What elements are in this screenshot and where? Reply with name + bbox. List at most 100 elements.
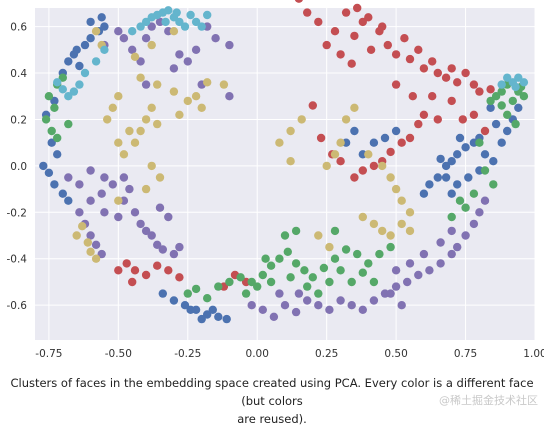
scatter-point bbox=[453, 242, 462, 252]
scatter-point bbox=[369, 277, 379, 287]
scatter-point bbox=[336, 296, 345, 305]
scatter-point bbox=[44, 168, 54, 177]
scatter-point bbox=[130, 52, 140, 61]
scatter-point bbox=[453, 180, 462, 189]
scatter-point bbox=[336, 157, 345, 166]
scatter-point bbox=[164, 212, 173, 222]
scatter-point bbox=[455, 133, 465, 143]
scatter-point bbox=[169, 296, 179, 305]
scatter-point bbox=[80, 68, 90, 78]
scatter-point bbox=[397, 196, 406, 205]
scatter-point bbox=[197, 314, 206, 324]
scatter-point bbox=[330, 226, 340, 236]
scatter-point bbox=[155, 203, 165, 212]
scatter-point bbox=[147, 231, 156, 240]
scatter-point bbox=[447, 249, 456, 259]
scatter-point bbox=[341, 115, 351, 124]
scatter-point bbox=[461, 68, 470, 78]
scatter-point bbox=[425, 180, 434, 189]
x-tick-label: 0.25 bbox=[315, 348, 338, 360]
scatter-point bbox=[461, 143, 470, 152]
scatter-point bbox=[303, 8, 312, 17]
scatter-point bbox=[53, 150, 62, 159]
scatter-point bbox=[266, 261, 276, 270]
scatter-point bbox=[347, 277, 356, 287]
scatter-point bbox=[330, 27, 340, 36]
scatter-point bbox=[225, 92, 234, 101]
scatter-point bbox=[369, 161, 379, 171]
scatter-point bbox=[414, 45, 423, 54]
scatter-point bbox=[447, 212, 456, 222]
scatter-point bbox=[397, 219, 406, 229]
caption-line-2: are reused). bbox=[237, 412, 307, 426]
x-tick-label: 0.00 bbox=[246, 348, 269, 360]
scatter-point bbox=[336, 138, 345, 147]
scatter-point bbox=[419, 110, 429, 120]
scatter-point bbox=[172, 8, 181, 17]
scatter-point bbox=[291, 226, 301, 236]
chart-svg: -0.75 -0.50 -0.25 0.00 0.25 0.50 0.75 1.00 0.60… bbox=[7, 0, 544, 360]
scatter-point bbox=[169, 87, 179, 96]
scatter-point bbox=[191, 45, 201, 54]
scatter-point bbox=[503, 126, 512, 136]
scatter-point bbox=[72, 231, 81, 240]
watermark: @稀土掘金技术社区 bbox=[439, 394, 538, 407]
scatter-point bbox=[366, 45, 376, 54]
scatter-point bbox=[186, 10, 195, 20]
scatter-point bbox=[91, 27, 101, 36]
x-tick-label: -0.50 bbox=[105, 348, 132, 360]
scatter-point bbox=[269, 312, 279, 321]
scatter-point bbox=[358, 268, 367, 277]
scatter-point bbox=[497, 80, 506, 89]
scatter-point bbox=[175, 110, 184, 120]
scatter-point bbox=[330, 150, 340, 159]
scatter-point bbox=[308, 101, 317, 110]
scatter-point bbox=[508, 96, 517, 106]
scatter-point bbox=[447, 226, 456, 236]
scatter-point bbox=[236, 273, 245, 282]
scatter-point bbox=[469, 219, 479, 229]
scatter-point bbox=[347, 301, 356, 310]
scatter-point bbox=[453, 150, 462, 159]
scatter-point bbox=[436, 259, 445, 268]
scatter-point bbox=[175, 273, 184, 282]
scatter-point bbox=[130, 138, 140, 147]
scatter-point bbox=[58, 85, 67, 94]
scatter-point bbox=[64, 119, 73, 129]
caption-line-1: Clusters of faces in the embedding space… bbox=[10, 376, 534, 408]
scatter-point bbox=[314, 301, 323, 310]
scatter-point bbox=[125, 184, 134, 194]
scatter-point bbox=[128, 277, 137, 287]
scatter-point bbox=[203, 310, 212, 319]
scatter-point bbox=[64, 173, 73, 182]
scatter-point bbox=[141, 115, 151, 124]
scatter-point bbox=[39, 161, 48, 171]
scatter-point bbox=[119, 150, 129, 159]
x-axis-ticks: -0.75 -0.50 -0.25 0.00 0.25 0.50 0.75 1.00 bbox=[35, 348, 544, 360]
scatter-point bbox=[436, 154, 445, 164]
scatter-point bbox=[266, 277, 276, 287]
scatter-point bbox=[391, 266, 401, 275]
scatter-point bbox=[341, 245, 351, 254]
scatter-point bbox=[480, 150, 490, 159]
scatter-point bbox=[441, 173, 451, 182]
scatter-point bbox=[147, 161, 156, 171]
scatter-point bbox=[164, 266, 173, 275]
scatter-point bbox=[369, 296, 379, 305]
scatter-point bbox=[386, 173, 395, 182]
scatter-point bbox=[469, 80, 479, 89]
scatter-point bbox=[64, 57, 73, 66]
scatter-point bbox=[353, 3, 362, 13]
scatter-point bbox=[386, 289, 395, 298]
scatter-point bbox=[53, 78, 62, 87]
scatter-point bbox=[275, 138, 284, 147]
scatter-point bbox=[78, 222, 87, 231]
scatter-point bbox=[50, 103, 59, 113]
scatter-point bbox=[47, 138, 56, 147]
scatter-point bbox=[453, 78, 462, 87]
scatter-point bbox=[158, 245, 167, 254]
scatter-point bbox=[80, 40, 90, 50]
scatter-point bbox=[464, 173, 473, 182]
scatter-point bbox=[247, 277, 256, 287]
scatter-point bbox=[83, 238, 93, 247]
